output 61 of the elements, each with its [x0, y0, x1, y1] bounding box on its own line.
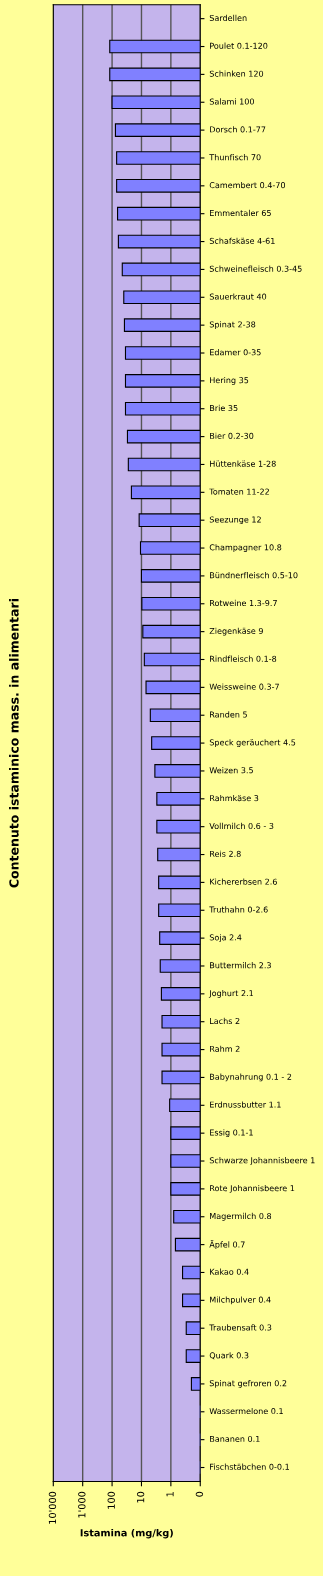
- y-tick-label: Emmentaler 65: [210, 209, 271, 217]
- y-tick-label: Äpfel 0.7: [209, 1240, 245, 1250]
- y-tick-label: Weissweine 0.3-7: [209, 683, 279, 690]
- text: Contenuto istaminico mass. in alimentari: [9, 599, 19, 888]
- y-tick-label: Wassermelone 0.1: [209, 1407, 283, 1415]
- y-tick-label: Sardellen: [209, 14, 247, 21]
- y-tick-label: Rotweine 1.3-9.7: [210, 599, 277, 607]
- y-tick-label: Randen 5: [210, 711, 247, 718]
- y-tick-label: Seezunge 12: [209, 516, 261, 525]
- y-tick-label: Schweinefleisch 0.3-45: [209, 265, 302, 272]
- y-tick-label: Ziegenkäse 9: [209, 627, 263, 636]
- y-tick-label: Quark 0.3: [209, 1352, 249, 1360]
- y-tick-label: Camembert 0.4-70: [209, 181, 286, 189]
- y-tick-label: Soja 2.4: [209, 934, 242, 943]
- y-tick-label: Joghurt 2.1: [208, 989, 254, 998]
- y-tick-label: Speck geräuchert 4.5: [209, 739, 296, 747]
- y-tick-label: Reis 2.8: [210, 850, 241, 857]
- y-tick-label: Kakao 0.4: [210, 1268, 249, 1275]
- y-tick-label: Hering 35: [210, 376, 249, 385]
- y-tick-label: Dorsch 0.1-77: [210, 126, 266, 133]
- y-tick-label: Rote Johannisbeere 1: [210, 1184, 295, 1193]
- y-tick-label: Rindfleisch 0.1-8: [210, 655, 277, 662]
- y-tick-label: Buttermilch 2.3: [210, 962, 271, 969]
- y-tick-label: Milchpulver 0.4: [210, 1296, 271, 1305]
- y-tick-label: Rahm 2: [210, 1045, 240, 1052]
- y-tick-label: Truthahn 0-2.6: [209, 906, 268, 913]
- y-tick-label: Hüttenkäse 1-28: [210, 460, 276, 467]
- y-tick-label: Tomaten 11-22: [209, 488, 269, 495]
- y-tick-label: Schafskäse 4-61: [209, 237, 275, 244]
- y-tick-label: Bündnerfleisch 0.5-10: [210, 572, 298, 579]
- x-tick-label: 1'000: [78, 1491, 86, 1518]
- y-tick-label: Magermilch 0.8: [210, 1212, 272, 1221]
- y-tick-label: Salami 100: [209, 98, 254, 105]
- y-tick-label: Champagner 10.8: [209, 544, 282, 552]
- y-tick-label: Essig 0.1-1: [210, 1129, 253, 1138]
- y-tick-label: Bier 0.2-30: [210, 432, 254, 439]
- y-tick-label: Rahmkäse 3: [210, 794, 259, 802]
- y-tick-label: Lachs 2: [210, 1017, 240, 1025]
- y-tick-label: Fischstäbchen 0-0.1: [210, 1463, 289, 1470]
- y-tick-label: Traubensaft 0.3: [209, 1324, 272, 1331]
- y-tick-label: Spinat gefroren 0.2: [209, 1380, 287, 1388]
- y-tick-label: Schinken 120: [209, 70, 264, 77]
- y-tick-label: Brie 35: [210, 404, 238, 412]
- x-tick-label: 0: [195, 1491, 204, 1497]
- y-tick-label: Edamer 0-35: [210, 349, 261, 356]
- y-tick-label: Vollmilch 0.6 - 3: [209, 822, 274, 830]
- y-tick-label: Weizen 3.5: [209, 767, 253, 774]
- x-axis-title: Istamina (mg/kg): [80, 1528, 173, 1539]
- x-tick-label: 1: [166, 1492, 174, 1497]
- x-tick-label: 10: [136, 1491, 145, 1503]
- y-tick-label: Poulet 0.1-120: [210, 42, 268, 49]
- y-tick-label: Thunfisch 70: [209, 154, 261, 161]
- y-tick-label: Spinat 2-38: [209, 321, 256, 330]
- y-tick-label: Schwarze Johannisbeere 1: [209, 1157, 315, 1165]
- y-tick-label: Bananen 0.1: [210, 1435, 260, 1442]
- x-tick-label: 10'000: [48, 1491, 57, 1524]
- y-tick-label: Kichererbsen 2.6: [210, 878, 277, 885]
- y-tick-label: Babynahrung 0.1 - 2: [210, 1073, 292, 1082]
- x-tick-label: 100: [107, 1491, 115, 1509]
- y-tick-label: Erdnussbutter 1.1: [210, 1101, 281, 1108]
- y-tick-label: Sauerkraut 40: [209, 293, 267, 300]
